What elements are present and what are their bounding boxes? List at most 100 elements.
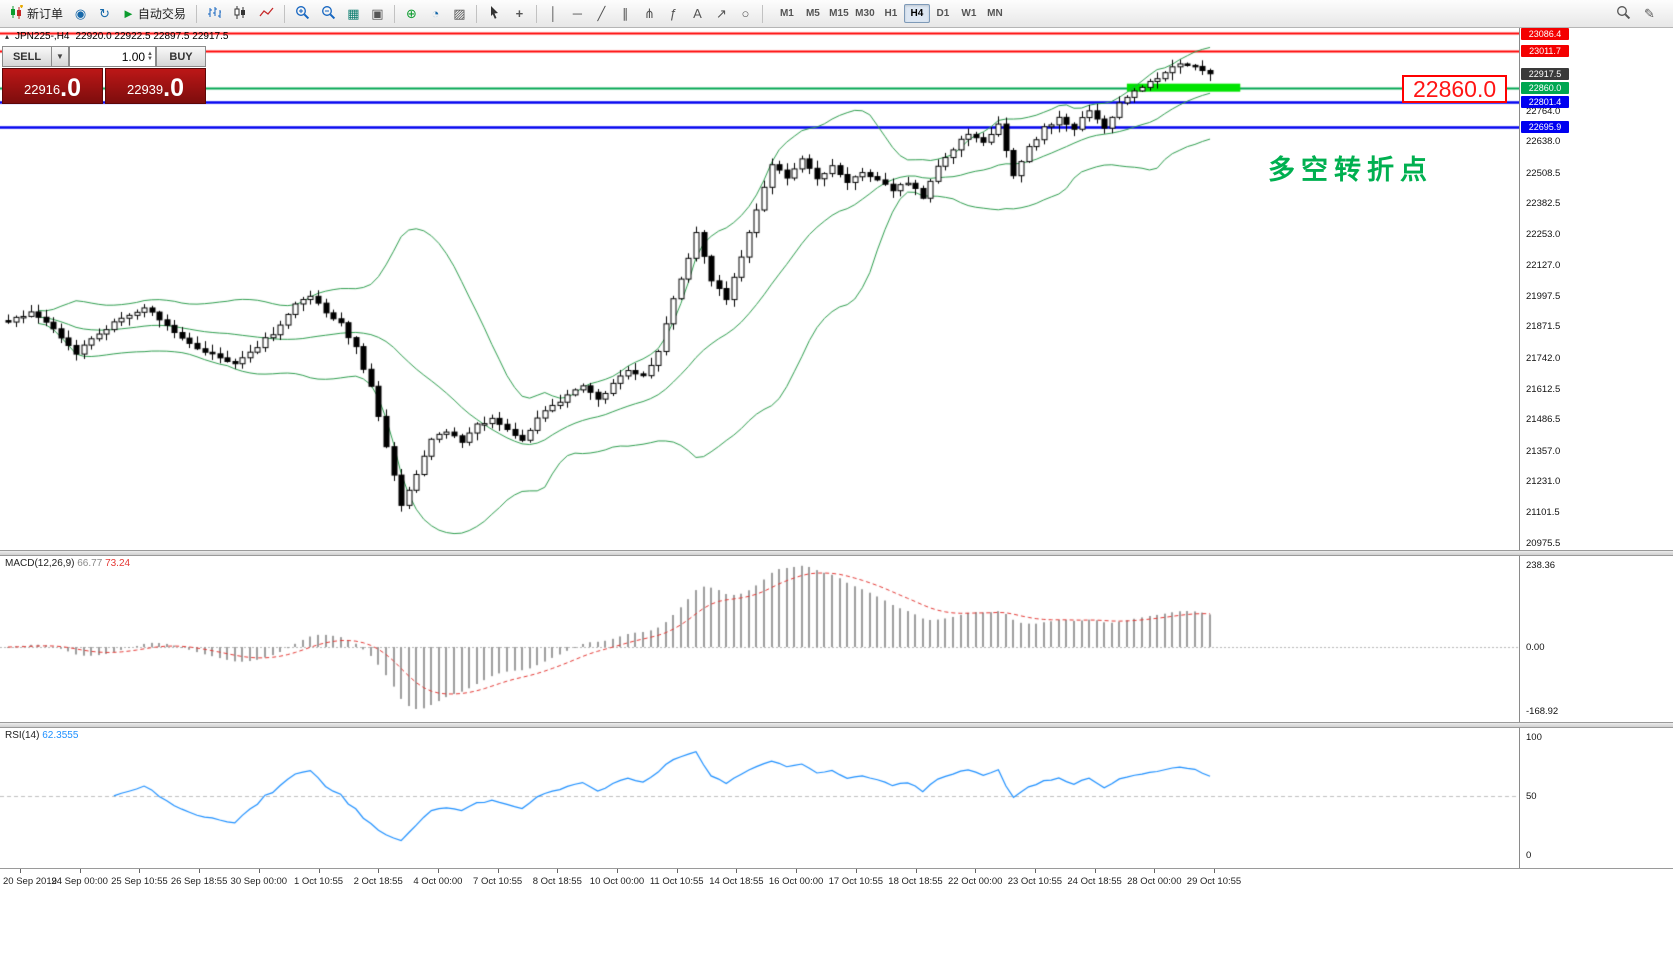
bar-chart-button[interactable]: [202, 3, 227, 25]
price-tag: 22695.9: [1521, 121, 1569, 134]
order-type-dropdown[interactable]: ▼: [52, 46, 69, 67]
time-axis-tick: [975, 869, 976, 873]
horizontal-line-tool[interactable]: ─: [566, 3, 589, 25]
candlestick-chart-button[interactable]: [228, 3, 253, 25]
price-tag: 22860.0: [1521, 81, 1569, 94]
channel-icon: ∥: [622, 6, 629, 21]
new-order-button[interactable]: 新订单: [4, 3, 68, 25]
volume-input[interactable]: 1.00 ▲ ▼: [69, 46, 156, 67]
price-axis-tick: 22127.0: [1526, 259, 1561, 271]
trendline-tool[interactable]: ╱: [590, 3, 613, 25]
vertical-line-tool[interactable]: │: [542, 3, 565, 25]
timeframe-mn[interactable]: MN: [987, 8, 1003, 19]
panel-separator[interactable]: [0, 550, 1673, 556]
time-axis-tick: [1035, 869, 1036, 873]
price-axis-tick: 22764.0: [1526, 105, 1561, 117]
indicators-button[interactable]: ⊕: [400, 3, 423, 25]
autotrading-button[interactable]: ► 自动交易: [117, 3, 191, 25]
time-axis-tick: [20, 869, 21, 873]
cursor-button[interactable]: [482, 3, 507, 25]
spinner-down-icon[interactable]: ▼: [147, 55, 153, 62]
time-axis-tick: [1154, 869, 1155, 873]
volume-spinner[interactable]: ▲ ▼: [147, 50, 153, 62]
line-chart-button[interactable]: [254, 3, 279, 25]
zoom-out-button[interactable]: [316, 3, 341, 25]
profile-icon: ◉: [74, 6, 87, 21]
timeframe-m5[interactable]: M5: [805, 8, 820, 19]
new-order-icon: [9, 4, 24, 23]
price-axis-tick: 21101.5: [1526, 507, 1560, 519]
timeframe-m1[interactable]: M1: [779, 8, 794, 19]
price-chart-canvas[interactable]: [0, 28, 1519, 550]
time-axis-label: 17 Oct 10:55: [828, 876, 883, 887]
crosshair-button[interactable]: +: [508, 3, 531, 25]
rsi-axis-label: 0: [1526, 850, 1532, 861]
timeframe-m30[interactable]: M30: [855, 8, 875, 19]
rsi-axis-label: 50: [1526, 791, 1537, 802]
cursor-icon: [487, 5, 502, 23]
trade-panel-controls: SELL ▼ 1.00 ▲ ▼ BUY: [2, 46, 206, 67]
spinner-up-icon[interactable]: ▲: [147, 50, 153, 57]
macd-panel-canvas[interactable]: [0, 556, 1519, 722]
refresh-button[interactable]: ↻: [93, 3, 116, 25]
time-axis-tick: [319, 869, 320, 873]
templates-button[interactable]: ▨: [448, 3, 471, 25]
channel-tool[interactable]: ∥: [614, 3, 637, 25]
sell-price-pips: .0: [60, 74, 81, 102]
text-tool[interactable]: A: [686, 3, 709, 25]
buy-price-display[interactable]: 22939.0: [105, 68, 206, 104]
timeframe-w1[interactable]: W1: [961, 8, 977, 19]
clock-icon: ◔: [431, 6, 440, 21]
sell-price-display[interactable]: 22916.0: [2, 68, 103, 104]
time-axis-label: 24 Oct 18:55: [1067, 876, 1122, 887]
price-axis-tick: 21357.0: [1526, 445, 1561, 457]
timeframe-h4[interactable]: H4: [903, 4, 930, 23]
zoom-in-button[interactable]: [290, 3, 315, 25]
price-axis-tick: 22382.5: [1526, 197, 1561, 209]
chart-annotation-text[interactable]: 多空转折点: [1268, 155, 1433, 185]
price-axis[interactable]: 22764.0 22638.0 22508.5 22382.5 22253.0 22127…: [1519, 28, 1673, 868]
arrow-tool[interactable]: ↗: [710, 3, 733, 25]
price-axis-tick: 21871.5: [1526, 321, 1561, 333]
toolbar-separator: [535, 4, 537, 23]
search-button[interactable]: [1611, 3, 1636, 25]
price-callout-label[interactable]: 22860.0: [1402, 75, 1508, 103]
periods-button[interactable]: ◔: [424, 3, 447, 25]
shapes-tool[interactable]: ○: [734, 3, 757, 25]
rsi-panel-canvas[interactable]: [0, 728, 1519, 868]
macd-axis-label: 238.36: [1526, 560, 1556, 571]
rsi-indicator-label: RSI(14) 62.3555: [5, 730, 78, 741]
chart-marker-icon: ▴: [5, 32, 10, 41]
macd-indicator-label: MACD(12,26,9) 66.77 73.24: [5, 558, 130, 569]
sell-price-main: 22916: [23, 82, 61, 97]
text-tool-icon: A: [693, 6, 702, 21]
edit-button[interactable]: ✎: [1638, 3, 1661, 25]
sell-button[interactable]: SELL: [2, 46, 52, 67]
pitchfork-icon: ⋔: [643, 6, 655, 21]
price-axis-tick: 21486.5: [1526, 414, 1561, 426]
panel-separator[interactable]: [0, 722, 1673, 728]
time-axis-tick: [617, 869, 618, 873]
profile-button[interactable]: ◉: [69, 3, 92, 25]
price-axis-tick: 22508.5: [1526, 167, 1561, 179]
time-axis-tick: [80, 869, 81, 873]
time-axis-tick: [139, 869, 140, 873]
time-axis-label: 2 Oct 18:55: [353, 876, 403, 887]
fibonacci-icon: ƒ: [669, 6, 678, 21]
timeframe-d1[interactable]: D1: [936, 8, 950, 19]
grid-button[interactable]: ▦: [342, 3, 365, 25]
timeframe-m15[interactable]: M15: [829, 8, 849, 19]
buy-button[interactable]: BUY: [156, 46, 206, 67]
chart-symbol-period: JPN225-,H4: [15, 31, 70, 42]
tile-windows-button[interactable]: ▣: [366, 3, 389, 25]
volume-value: 1.00: [121, 49, 146, 64]
shapes-icon: ○: [741, 6, 750, 21]
pitchfork-tool[interactable]: ⋔: [638, 3, 661, 25]
fibonacci-tool[interactable]: ƒ: [662, 3, 685, 25]
time-axis-tick: [199, 869, 200, 873]
time-axis-label: 18 Oct 18:55: [888, 876, 943, 887]
time-axis[interactable]: 20 Sep 2019 24 Sep 00:00 25 Sep 10:55 26 Se…: [0, 868, 1673, 896]
price-tag: 22917.5: [1521, 67, 1569, 80]
timeframe-h1[interactable]: H1: [884, 8, 898, 19]
